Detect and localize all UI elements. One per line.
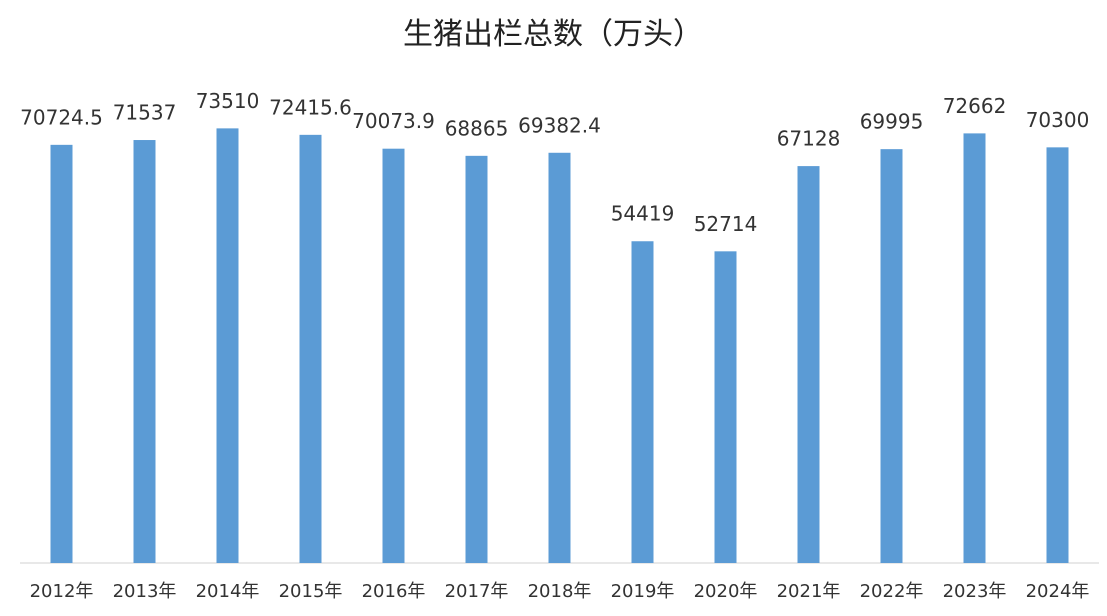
value-label: 73510 [196,89,260,113]
bar [216,128,239,563]
x-tick-label: 2019年 [611,581,675,602]
value-label: 72662 [943,94,1007,118]
chart-title: 生猪出栏总数（万头） [403,17,703,52]
value-label: 69995 [860,110,924,134]
bar [631,241,654,563]
x-tick-label: 2022年 [860,581,924,602]
value-label: 70073.9 [352,109,435,133]
value-label: 70300 [1026,108,1090,132]
value-label: 72415.6 [269,95,352,119]
x-tick-label: 2017年 [445,581,509,602]
value-label: 67128 [777,127,841,151]
bar [299,134,322,563]
value-label: 70724.5 [20,105,103,129]
value-label: 71537 [113,101,177,125]
x-tick-label: 2012年 [30,581,94,602]
x-tick-label: 2021年 [777,581,841,602]
value-label: 54419 [611,202,675,226]
bar [382,148,405,564]
bar [797,166,820,563]
value-label: 68865 [445,116,509,140]
value-label: 69382.4 [518,113,601,137]
bar [50,144,73,563]
x-tick-label: 2014年 [196,581,260,602]
bar [714,251,737,563]
bar [1046,147,1069,563]
value-label: 52714 [694,212,758,236]
bar [963,133,986,563]
x-tick-label: 2024年 [1026,581,1090,602]
bar [880,149,903,564]
bar [465,155,488,563]
x-tick-label: 2016年 [362,581,426,602]
x-tick-label: 2013年 [113,581,177,602]
bar [548,152,571,564]
x-tick-label: 2020年 [694,581,758,602]
bar [133,140,156,564]
x-tick-label: 2015年 [279,581,343,602]
x-tick-label: 2023年 [943,581,1007,602]
x-tick-label: 2018年 [528,581,592,602]
